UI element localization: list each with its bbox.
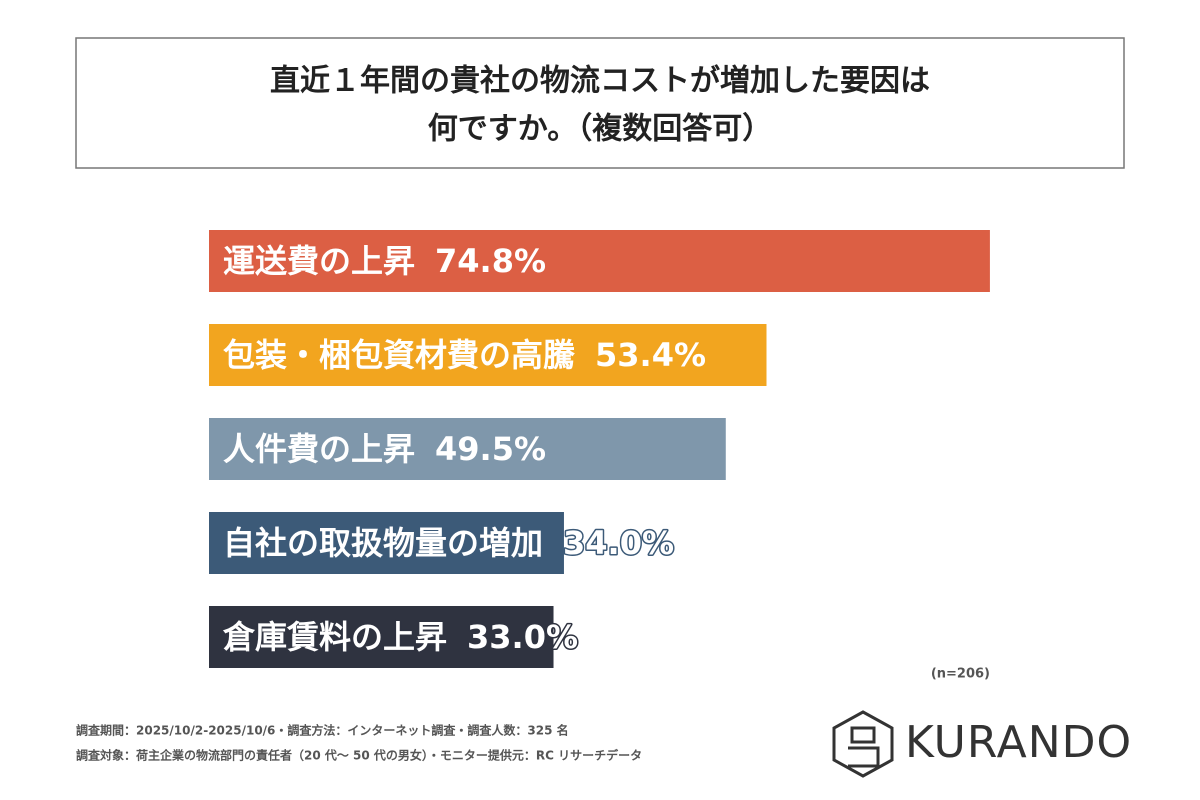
- category-label: 運送費の上昇: [223, 242, 415, 280]
- value-label: 74.8%: [435, 242, 546, 280]
- category-label: 倉庫賃料の上昇: [222, 618, 447, 656]
- category-label: 自社の取扱物量の増加: [223, 524, 543, 562]
- bar: [209, 230, 990, 292]
- value-label: 34.0%: [563, 524, 674, 562]
- title-box: [75, 37, 1125, 169]
- category-label: 包装・梱包資材費の高騰: [223, 336, 575, 374]
- bar: [209, 606, 554, 668]
- sample-note: (n=206): [931, 667, 990, 682]
- chart-title: 何ですか。（複数回答可）: [428, 112, 772, 147]
- logo-icon: [832, 710, 894, 778]
- value-label: 53.4%: [595, 336, 706, 374]
- footnote: 調査期間：2025/10/2-2025/10/6・調査方法：インターネット調査・…: [76, 723, 569, 738]
- footnote: 調査対象：荷主企業の物流部門の責任者（20 代～ 50 代の男女）・モニター提供…: [76, 748, 642, 763]
- value-label: 49.5%: [435, 430, 546, 468]
- logo-text: KURANDO: [905, 717, 1132, 768]
- bar: [209, 512, 564, 574]
- bar: [209, 418, 726, 480]
- value-label: 33.0%: [467, 618, 578, 656]
- bar: [209, 324, 767, 386]
- category-label: 人件費の上昇: [223, 430, 415, 468]
- chart-title: 直近１年間の貴社の物流コストが増加した要因は: [270, 64, 930, 99]
